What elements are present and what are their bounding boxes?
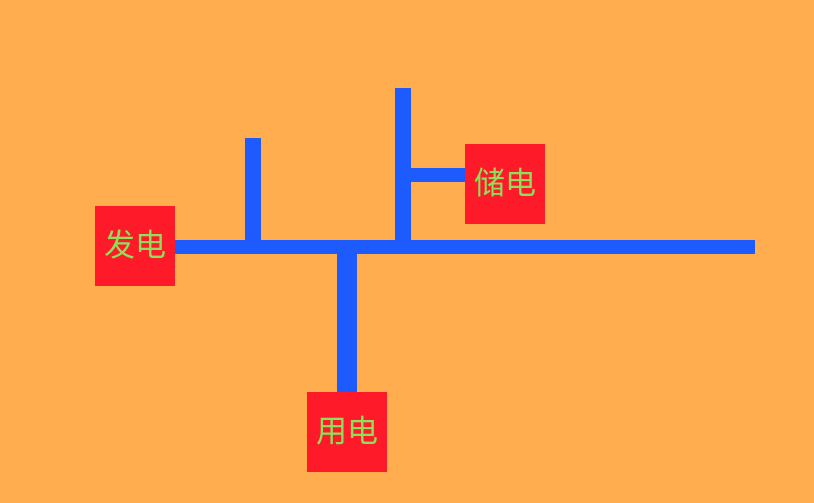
middle-vertical-branch-line [395,88,411,240]
consumption-label: 用电 [316,413,378,450]
storage-connector-line [411,168,465,182]
main-bus-line [175,240,755,254]
generation-node: 发电 [95,206,175,286]
left-vertical-branch-line [245,138,261,240]
consumption-node: 用电 [307,392,387,472]
storage-node: 储电 [465,144,545,224]
storage-label: 储电 [474,165,536,202]
consumption-connector-line [337,254,357,392]
generation-label: 发电 [104,227,166,264]
